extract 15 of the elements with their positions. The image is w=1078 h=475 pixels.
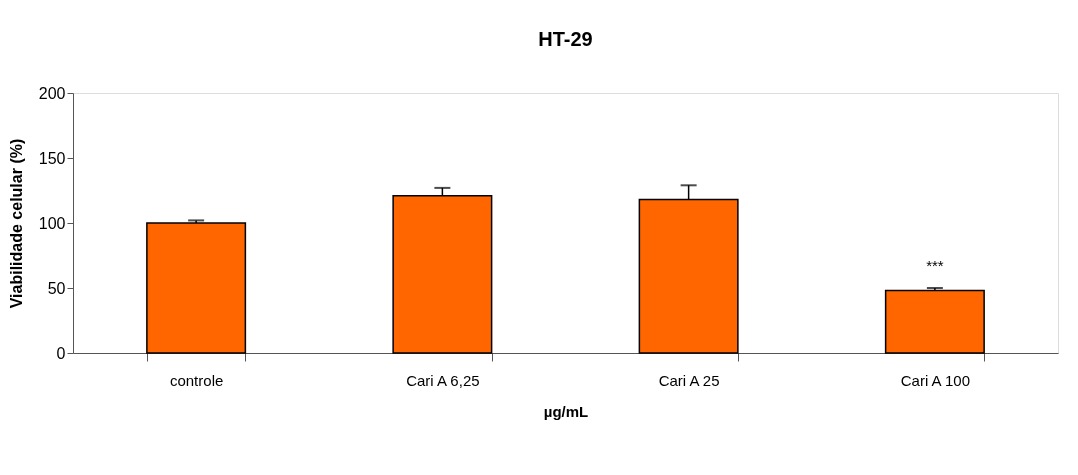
y-tick-label: 0 (56, 344, 66, 362)
y-tick-label: 200 (38, 84, 66, 102)
y-tick-label: 50 (47, 279, 66, 297)
y-tick-label: 150 (38, 149, 66, 167)
x-tick-label: Cari A 25 (658, 371, 720, 389)
chart-title: HT-29 (538, 28, 593, 50)
x-tick-label: Cari A 100 (900, 371, 970, 389)
x-tick-label: Cari A 6,25 (406, 371, 480, 389)
x-tick-label: controle (169, 371, 224, 389)
bar (884, 289, 985, 354)
y-axis-title: Viabilidade celular (%) (7, 138, 25, 309)
annotation: *** (926, 257, 944, 274)
x-axis-title: µg/mL (543, 402, 589, 420)
bar (146, 222, 247, 354)
y-tick-label: 100 (38, 214, 66, 232)
